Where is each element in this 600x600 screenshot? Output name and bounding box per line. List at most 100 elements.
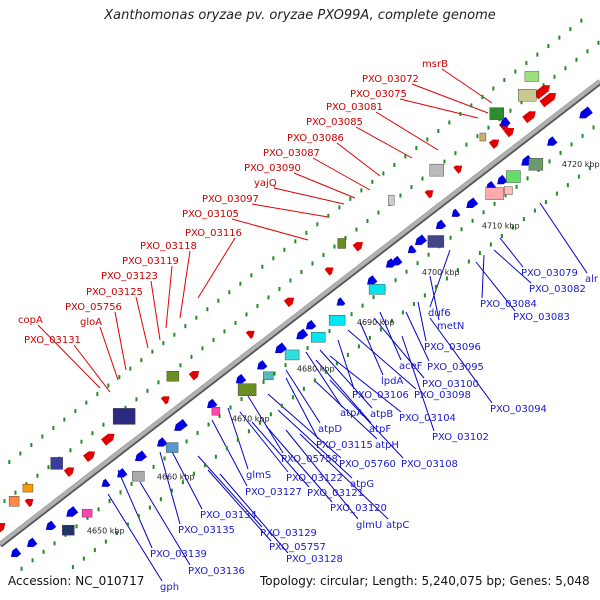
track-tick (467, 259, 470, 264)
feature-block (489, 107, 504, 120)
track-tick (159, 497, 162, 502)
track-tick (544, 200, 547, 205)
gene-arrow (10, 547, 22, 557)
callout-line (375, 111, 439, 151)
gene-label: PXO_03119 (122, 256, 179, 267)
track-tick (218, 414, 221, 419)
callout-line (305, 351, 343, 408)
track-tick (135, 397, 138, 402)
gene-label: PXO_03095 (427, 362, 484, 373)
callout-line (347, 329, 417, 390)
track-tick (31, 558, 34, 563)
callout-line (37, 324, 101, 389)
track-tick (547, 44, 550, 49)
gene-arrow (160, 396, 170, 405)
gene-label: atpC (386, 520, 409, 531)
feature-block (50, 457, 63, 470)
gene-label: PXO_03122 (286, 473, 343, 484)
gene-arrow (352, 242, 363, 252)
track-tick (217, 298, 220, 303)
track-tick (580, 18, 583, 23)
gene-label: PXO_05760 (339, 459, 396, 470)
track-tick (456, 267, 459, 272)
callout-line (211, 419, 248, 487)
gene-arrow (174, 419, 188, 431)
feature-block (328, 315, 346, 326)
gene-arrow (451, 208, 461, 217)
track-tick (324, 369, 327, 374)
feature-block (528, 158, 544, 171)
track-tick (454, 151, 457, 156)
track-tick (8, 460, 11, 465)
track-tick (349, 196, 352, 201)
track-tick (41, 434, 44, 439)
track-tick (108, 498, 111, 503)
track-tick (280, 403, 283, 408)
track-tick (225, 446, 228, 451)
gene-arrow (235, 373, 247, 384)
track-tick (14, 490, 17, 495)
track-tick (300, 269, 303, 274)
track-tick (346, 352, 349, 357)
callout-line (114, 311, 127, 371)
gene-label: PXO_03108 (401, 459, 458, 470)
scale-label: 4650 kbp (87, 527, 125, 536)
track-tick (410, 185, 413, 190)
track-tick (42, 549, 45, 554)
callout-line (441, 68, 493, 104)
callout-line (329, 379, 404, 459)
gene-arrow (453, 165, 463, 174)
gene-label: gph (160, 582, 179, 593)
gene-features (0, 71, 593, 557)
track-tick (476, 134, 479, 139)
track-tick (478, 251, 481, 256)
gene-label: atpD (318, 424, 342, 435)
feature-block (337, 238, 346, 249)
gene-label: PXO_05756 (65, 302, 122, 313)
gene-arrow (539, 93, 557, 108)
callout-line (329, 355, 402, 413)
track-tick (80, 439, 83, 444)
track-tick (394, 278, 397, 283)
track-tick (20, 566, 23, 571)
gene-arrow (533, 85, 551, 100)
track-tick (170, 488, 173, 493)
track-tick (311, 261, 314, 266)
feature-block (112, 408, 136, 425)
scale-label: 4710 kbp (482, 222, 520, 231)
callout-line (99, 326, 119, 381)
track-tick (247, 429, 250, 434)
track-tick (261, 264, 264, 269)
scale-label: 4720 kbp (562, 160, 600, 169)
track-tick (115, 531, 118, 536)
track-tick (256, 303, 259, 308)
track-tick (335, 361, 338, 366)
gene-arrow (207, 398, 218, 409)
gene-arrow (579, 106, 593, 119)
track-tick (212, 337, 215, 342)
gene-label: aceF (399, 361, 423, 372)
feature-block (485, 187, 504, 200)
track-tick (71, 565, 74, 570)
gene-label: PXO_03072 (362, 74, 419, 85)
accession-text: Accession: NC_010717 (8, 574, 145, 588)
track-tick (401, 310, 404, 315)
gene-arrow (24, 498, 34, 508)
track-tick (69, 448, 72, 453)
gene-label: PXO_03075 (350, 89, 407, 100)
callout-line (285, 369, 321, 424)
track-tick (423, 293, 426, 298)
track-tick (104, 539, 107, 544)
track-tick (515, 184, 518, 189)
track-tick (151, 349, 154, 354)
callout-line (265, 425, 333, 503)
callout-line (139, 481, 191, 566)
track-tick (489, 242, 492, 247)
gene-arrow (188, 370, 200, 381)
gene-label: metN (437, 321, 464, 332)
callout-line (475, 261, 516, 312)
callout-line (429, 275, 440, 321)
callout-line (373, 317, 425, 379)
